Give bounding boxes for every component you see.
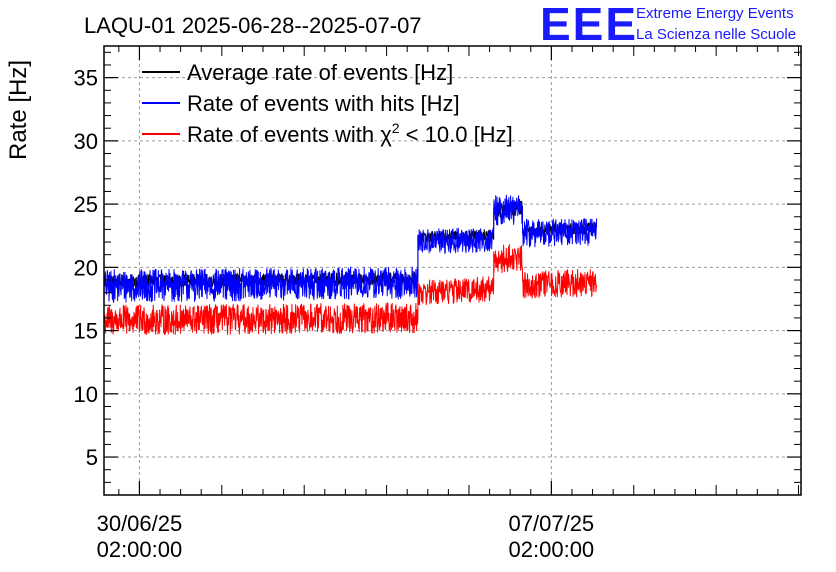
- series-layer: [103, 194, 598, 336]
- axis-ticks: 510152025303530/06/2502:00:0007/07/2502:…: [74, 46, 801, 562]
- series-line-hits: [103, 194, 598, 303]
- y-tick-label: 15: [74, 319, 98, 344]
- legend-label-hits: Rate of events with hits [Hz]: [187, 91, 460, 116]
- eee-logo: EEE: [540, 0, 638, 50]
- x-tick-label-time: 02:00:00: [97, 537, 183, 562]
- y-tick-label: 35: [74, 66, 98, 91]
- y-tick-label: 20: [74, 255, 98, 280]
- grid: [104, 46, 801, 495]
- logo-line-1: Extreme Energy Events: [636, 5, 794, 22]
- chart-title: LAQU-01 2025-06-28--2025-07-07: [84, 13, 422, 38]
- series-line-chi2: [103, 244, 598, 336]
- legend-label-chi2: Rate of events with χ2 < 10.0 [Hz]: [187, 120, 513, 147]
- x-tick-label-date: 30/06/25: [97, 511, 183, 536]
- logo-line-2: La Scienza nelle Scuole: [636, 26, 796, 43]
- legend-chi2-suffix: < 10.0 [Hz]: [400, 122, 513, 147]
- legend: Average rate of events [Hz] Rate of even…: [142, 60, 513, 147]
- legend-label-average: Average rate of events [Hz]: [187, 60, 453, 85]
- plot-frame: [103, 45, 802, 496]
- y-tick-label: 10: [74, 382, 98, 407]
- y-tick-label: 5: [86, 445, 98, 470]
- legend-chi2-superscript: 2: [392, 120, 400, 136]
- y-axis-label: Rate [Hz]: [5, 60, 32, 160]
- x-tick-label-time: 02:00:00: [509, 537, 595, 562]
- y-tick-label: 30: [74, 129, 98, 154]
- y-tick-label: 25: [74, 192, 98, 217]
- x-tick-label-date: 07/07/25: [509, 511, 595, 536]
- legend-chi2-prefix: Rate of events with χ: [187, 122, 392, 147]
